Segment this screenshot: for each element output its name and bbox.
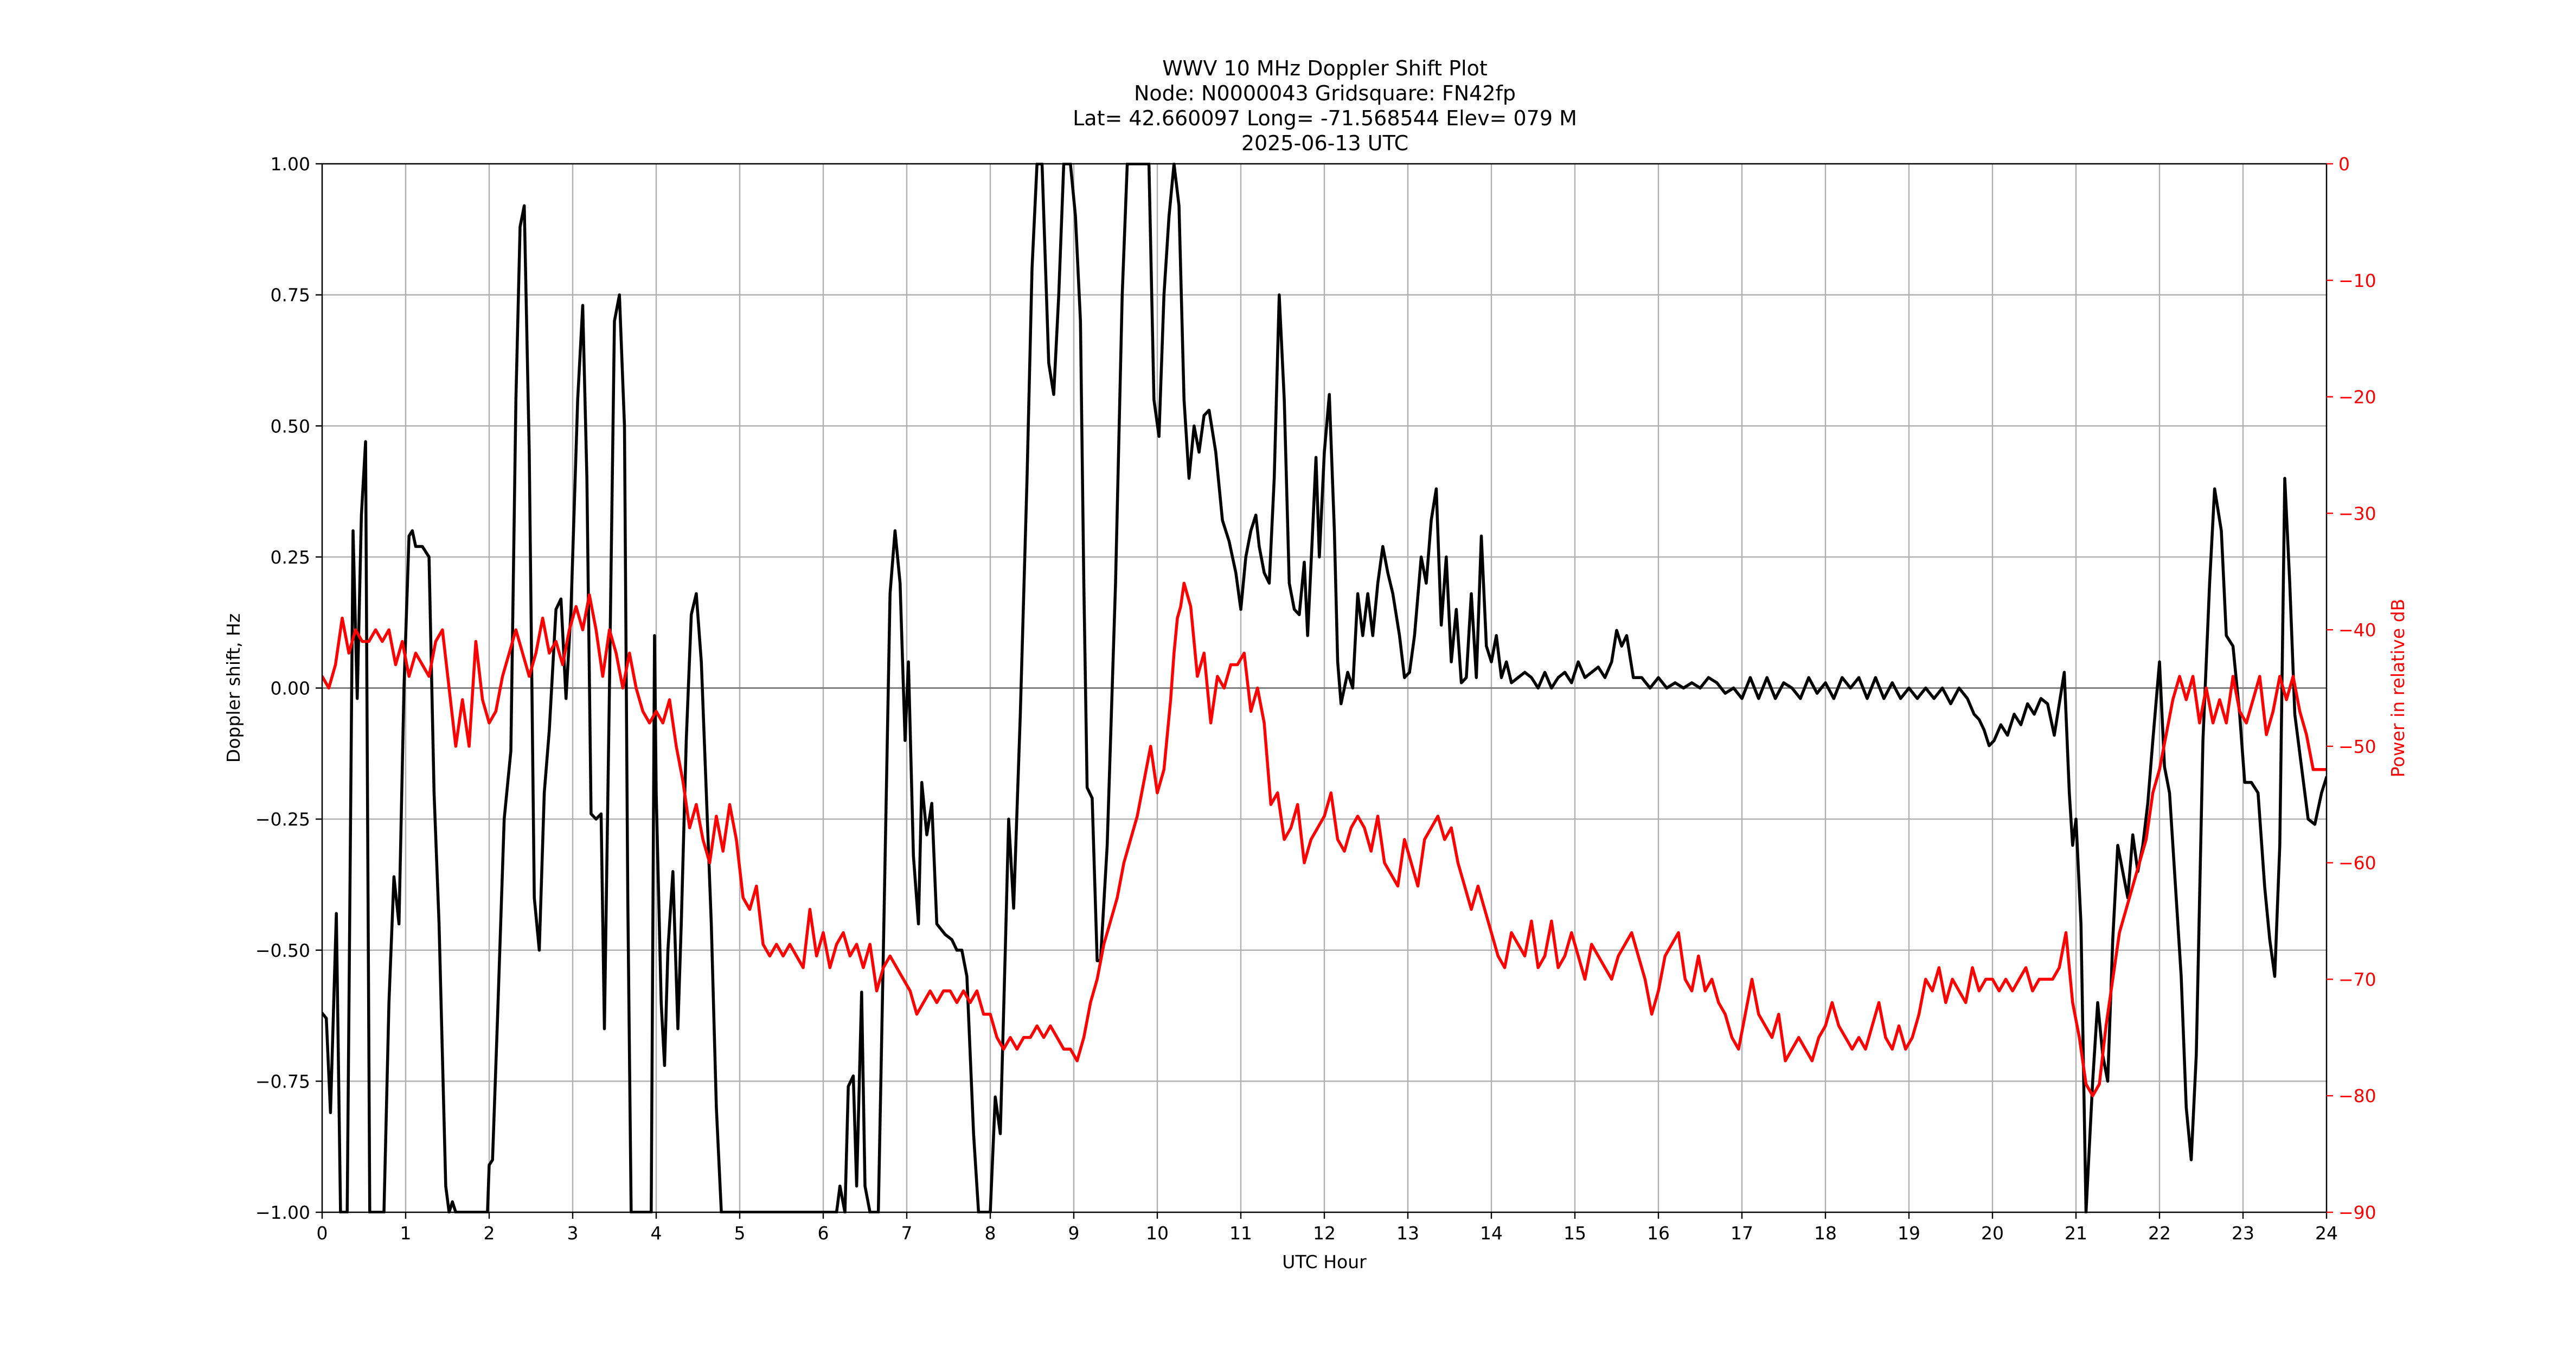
x-tick-label: 1 — [400, 1223, 412, 1244]
doppler-series-line — [322, 163, 2327, 1213]
title-line-1: WWV 10 MHz Doppler Shift Plot — [1162, 56, 1488, 80]
y2-axis-label: Power in relative dB — [2387, 599, 2408, 777]
y2-tick-label: −60 — [2338, 853, 2376, 874]
y2-tick-label: −90 — [2338, 1202, 2376, 1223]
y2-tick-label: −80 — [2338, 1085, 2376, 1106]
y2-tick-label: −70 — [2338, 969, 2376, 990]
y2-tick-label: −50 — [2338, 736, 2376, 757]
x-tick-label: 16 — [1647, 1223, 1670, 1244]
y-tick-label: 0.50 — [271, 415, 310, 437]
y-tick-label: 0.75 — [271, 285, 310, 306]
chart-title: WWV 10 MHz Doppler Shift Plot Node: N000… — [1073, 56, 1577, 155]
x-tick-label: 19 — [1898, 1223, 1920, 1244]
y2-tick-label: −10 — [2338, 270, 2376, 291]
x-tick-label: 24 — [2315, 1223, 2338, 1244]
y-tick-label: 0.00 — [271, 678, 310, 699]
x-tick-label: 4 — [651, 1223, 662, 1244]
x-tick-label: 0 — [317, 1223, 328, 1244]
y-tick-label: 1.00 — [271, 153, 310, 175]
x-tick-label: 21 — [2065, 1223, 2087, 1244]
y2-tick-label: 0 — [2338, 153, 2350, 175]
x-tick-label: 12 — [1313, 1223, 1336, 1244]
power-series-line — [322, 581, 2327, 1097]
x-tick-label: 18 — [1814, 1223, 1837, 1244]
x-tick-label: 17 — [1731, 1223, 1753, 1244]
x-axis: 0 1 2 3 4 5 6 7 8 9 10 11 12 13 14 15 16 17 18 19 20 21 22 23 24 — [317, 1212, 2338, 1244]
x-tick-label: 20 — [1981, 1223, 2004, 1244]
x-tick-label: 2 — [484, 1223, 495, 1244]
y2-tick-label: −40 — [2338, 619, 2376, 641]
x-tick-label: 23 — [2232, 1223, 2254, 1244]
title-line-4: 2025-06-13 UTC — [1241, 131, 1408, 155]
x-tick-label: 10 — [1146, 1223, 1169, 1244]
x-tick-label: 3 — [567, 1223, 579, 1244]
y2-tick-label: −30 — [2338, 503, 2376, 524]
y-tick-label: −0.50 — [255, 940, 310, 961]
x-tick-label: 22 — [2148, 1223, 2171, 1244]
y-tick-label: −1.00 — [255, 1202, 310, 1223]
x-tick-label: 15 — [1563, 1223, 1586, 1244]
y-tick-label: 0.25 — [271, 547, 310, 568]
x-axis-label: UTC Hour — [1282, 1251, 1367, 1272]
x-tick-label: 5 — [734, 1223, 746, 1244]
x-tick-label: 13 — [1396, 1223, 1419, 1244]
title-line-2: Node: N0000043 Gridsquare: FN42fp — [1134, 81, 1516, 105]
y2-tick-label: −20 — [2338, 387, 2376, 408]
x-tick-label: 8 — [985, 1223, 996, 1244]
x-tick-label: 9 — [1068, 1223, 1080, 1244]
x-tick-label: 11 — [1229, 1223, 1252, 1244]
y-axis-left: −1.00 −0.75 −0.50 −0.25 0.00 0.25 0.50 0.75 1.00 — [255, 153, 322, 1223]
x-tick-label: 14 — [1480, 1223, 1503, 1244]
series-layer — [322, 163, 2327, 1213]
y-tick-label: −0.75 — [255, 1071, 310, 1092]
y-tick-label: −0.25 — [255, 809, 310, 830]
x-tick-label: 7 — [901, 1223, 913, 1244]
y-axis-right: 0 −10 −20 −30 −40 −50 −60 −70 −80 −90 — [2327, 153, 2376, 1223]
y-axis-label: Doppler shift, Hz — [223, 613, 244, 763]
x-tick-label: 6 — [818, 1223, 829, 1244]
title-line-3: Lat= 42.660097 Long= -71.568544 Elev= 07… — [1073, 106, 1577, 130]
